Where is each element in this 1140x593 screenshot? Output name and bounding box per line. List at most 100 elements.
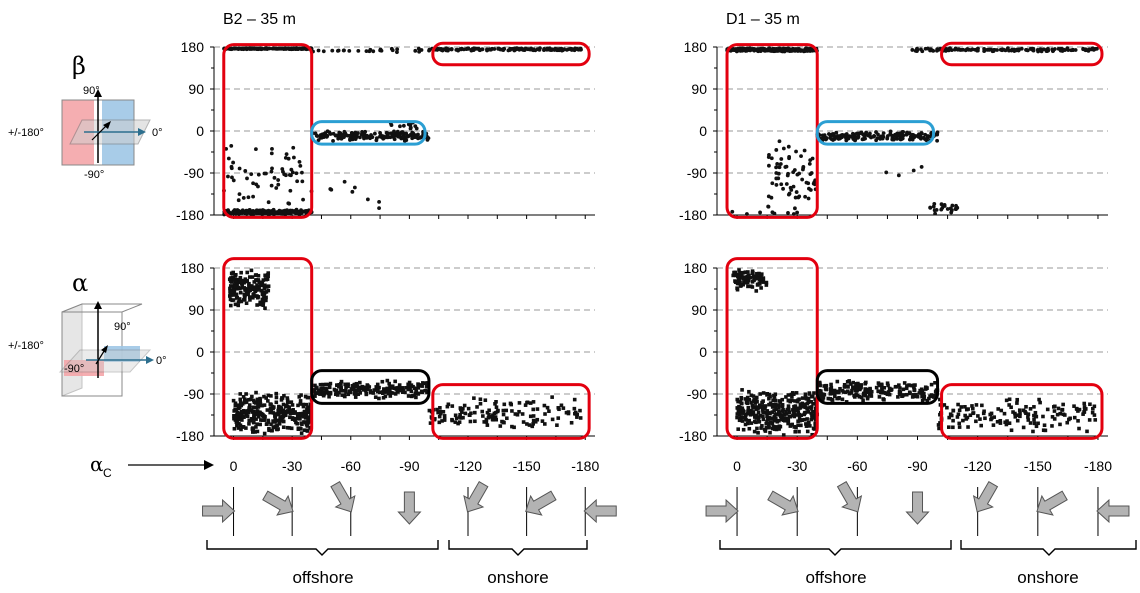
data-point [388,388,392,393]
data-point [234,281,239,285]
data-point [566,411,571,416]
data-point [440,419,444,423]
data-point [897,389,902,394]
data-point [277,421,282,426]
data-point [305,424,310,428]
data-point [767,411,772,415]
data-point [1056,406,1061,411]
data-point [807,391,812,395]
x-tick-label: -180 [571,458,599,474]
data-point [266,399,270,403]
data-point [297,159,302,164]
data-point [266,200,271,205]
onshore-brace-left [448,540,588,556]
data-point [251,409,256,414]
data-point [419,383,424,388]
data-point [1026,418,1031,422]
data-point [811,401,815,406]
data-point [842,382,847,387]
data-point [957,425,962,429]
wave-direction-row [705,480,1130,536]
data-point [453,413,458,418]
data-point [367,385,372,389]
data-point [362,385,367,390]
data-point [350,189,355,194]
data-point [925,135,930,140]
data-point [735,412,740,416]
data-point [880,387,884,391]
data-point [1087,418,1092,422]
red-highlight-box [940,383,1104,440]
data-point [269,394,273,398]
data-point [502,420,506,425]
data-point [833,394,837,399]
data-point [741,427,746,432]
data-point [484,417,489,422]
data-point [777,424,782,429]
data-point [269,151,274,156]
data-point [1059,48,1063,53]
data-point [790,394,794,399]
data-point [362,135,366,140]
data-point [233,418,238,422]
data-point [793,206,797,211]
data-point [371,391,376,395]
data-point [288,188,293,193]
data-point [776,48,781,53]
data-point [481,414,485,418]
data-point [437,420,442,425]
beta-icon-0: 0° [152,127,163,139]
data-point [766,155,771,160]
data-point [928,205,933,210]
wave-arrow-icon [397,491,422,525]
data-point [859,395,864,400]
data-point [772,409,776,413]
data-point [254,405,259,410]
data-point [907,137,912,142]
data-point [233,284,238,289]
data-point [244,46,249,51]
data-point [1032,417,1036,422]
data-point [896,173,901,178]
data-point [247,275,252,279]
data-point [247,397,251,402]
data-point [787,410,792,415]
data-point [842,385,847,389]
data-point [817,390,821,394]
data-point [423,381,428,386]
data-point [805,429,810,434]
data-point [756,417,761,422]
data-point [530,424,535,429]
data-point [285,398,290,403]
data-point [936,423,941,427]
data-point [876,381,881,385]
data-point [468,413,472,418]
data-point [773,392,778,397]
data-point [828,397,833,401]
data-point [377,199,381,204]
data-point [869,389,874,394]
data-point [797,171,802,176]
data-point [255,397,260,402]
data-point [513,412,518,416]
data-point [998,421,1003,425]
data-point [244,400,248,404]
onshore-label-left: onshore [487,568,548,587]
data-point [253,401,258,405]
data-point [284,46,289,51]
data-point [772,211,777,216]
data-point [462,403,467,408]
data-point [276,182,281,187]
data-point [812,391,816,395]
data-point [307,410,311,415]
wave-arrow-icon [583,498,617,524]
data-point [856,384,861,389]
data-point [466,46,471,51]
data-point [746,421,750,426]
data-point [823,386,828,391]
data-point [765,421,770,426]
data-point [337,390,341,395]
data-point [287,173,292,177]
data-point [575,47,580,51]
data-point [779,157,784,161]
